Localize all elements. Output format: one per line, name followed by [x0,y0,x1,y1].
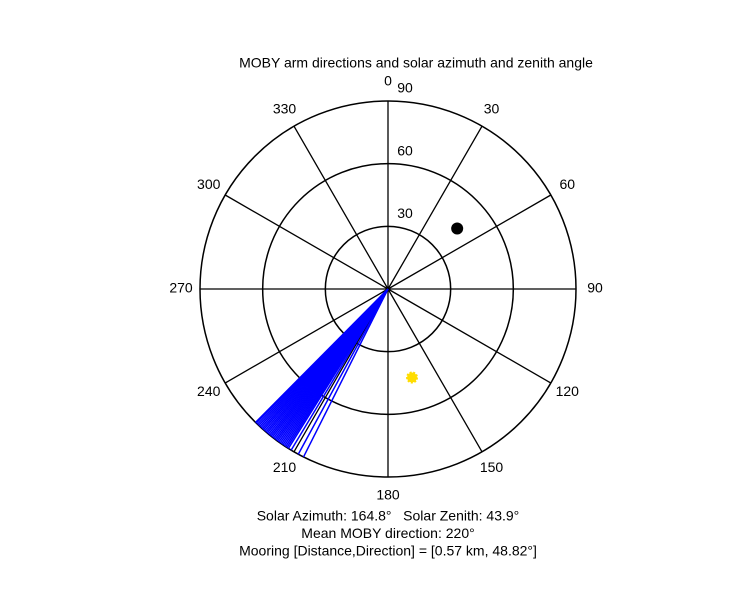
arm-direction [297,288,389,455]
r-tick-label: 30 [397,205,413,221]
theta-tick-label: 60 [559,176,575,192]
theta-tick-label: 210 [273,459,297,475]
r-tick-label: 60 [397,142,413,158]
theta-tick-label: 330 [273,100,297,116]
chart-title: MOBY arm directions and solar azimuth an… [239,55,593,71]
theta-tick-label: 240 [197,383,221,399]
spoke [224,288,389,384]
spoke [387,288,552,384]
spoke [387,194,552,290]
annotation: Mooring [Distance,Direction] = [0.57 km,… [239,543,537,559]
arm-direction [302,288,389,458]
theta-tick-label: 300 [197,176,221,192]
spoke [387,288,483,453]
r-tick-label: 90 [397,80,413,96]
sun-marker [406,371,419,384]
theta-tick-label: 270 [169,280,193,296]
annotation: Solar Azimuth: 164.8° Solar Zenith: 43.9… [257,508,520,524]
annotation: Mean MOBY direction: 220° [301,525,474,541]
theta-tick-label: 180 [376,487,400,503]
spoke [387,125,483,290]
theta-tick-label: 0 [384,73,392,89]
spoke [224,194,389,290]
theta-tick-label: 150 [480,459,504,475]
arm-direction [254,288,389,423]
theta-tick-label: 30 [484,100,500,116]
spoke [293,125,389,290]
theta-tick-label: 120 [556,383,580,399]
mooring-marker [451,222,464,235]
theta-tick-label: 90 [587,280,603,296]
